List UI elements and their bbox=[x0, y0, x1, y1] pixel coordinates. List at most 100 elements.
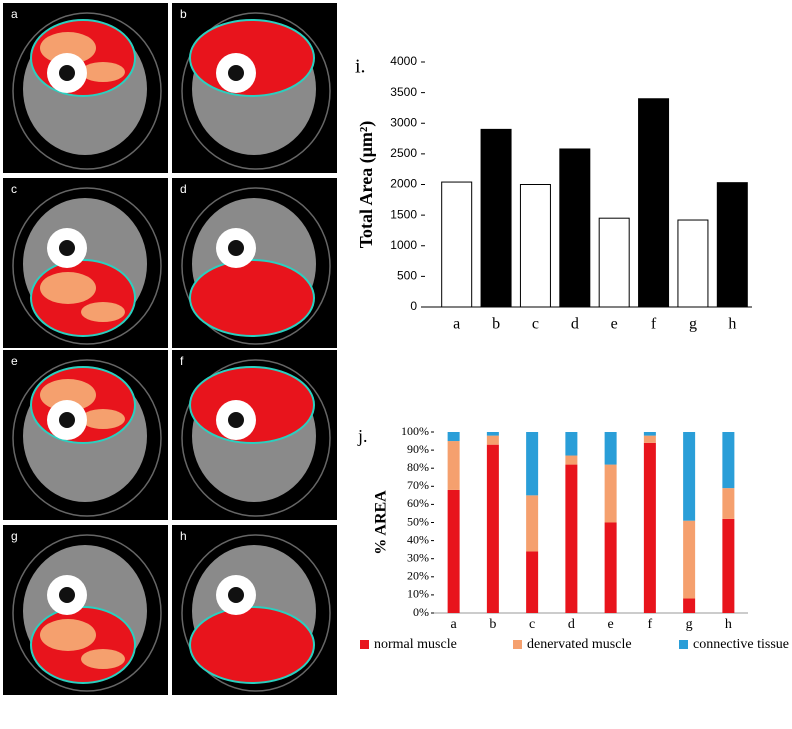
denervated-region bbox=[81, 302, 125, 322]
x-tick-label: d bbox=[571, 316, 579, 333]
x-tick-label: a bbox=[453, 316, 460, 333]
y-tick-label: 90% bbox=[407, 442, 429, 456]
bar-segment bbox=[447, 432, 460, 442]
bar-segment bbox=[604, 522, 617, 613]
x-tick-label: d bbox=[568, 617, 575, 632]
bar-segment bbox=[604, 464, 617, 523]
bar-segment bbox=[447, 441, 460, 490]
bar-segment bbox=[604, 432, 617, 465]
leg-outline bbox=[12, 534, 162, 692]
y-tick-label: 500 bbox=[397, 269, 417, 283]
bar-segment bbox=[526, 432, 539, 496]
marrow bbox=[59, 587, 75, 603]
y-tick-label: 20% bbox=[407, 569, 429, 583]
bar bbox=[677, 219, 709, 308]
panel-label: a bbox=[11, 7, 18, 21]
x-tick-label: a bbox=[451, 617, 458, 632]
panel-label: b bbox=[180, 7, 187, 21]
denervated-region bbox=[81, 409, 125, 429]
panel-label: c bbox=[11, 182, 17, 196]
x-tick-label: f bbox=[648, 617, 653, 632]
y-tick-label: 70% bbox=[407, 478, 429, 492]
legend-swatch bbox=[513, 640, 522, 649]
bar bbox=[519, 184, 551, 308]
marrow bbox=[59, 65, 75, 81]
panel-label: d bbox=[180, 182, 187, 196]
bar-segment bbox=[722, 518, 735, 613]
bar-segment bbox=[643, 435, 656, 443]
bar-segment bbox=[643, 442, 656, 613]
bar-segment bbox=[683, 520, 696, 599]
y-tick-label: 2000 bbox=[390, 177, 417, 191]
marrow bbox=[228, 412, 244, 428]
muscle-region bbox=[189, 606, 315, 684]
bar bbox=[598, 217, 630, 308]
y-tick-label: 30% bbox=[407, 550, 429, 564]
x-tick-label: c bbox=[529, 617, 535, 632]
y-axis-label: % AREA bbox=[373, 490, 390, 555]
bar-segment bbox=[565, 432, 578, 456]
y-tick-label: 4000 bbox=[390, 54, 417, 68]
x-tick-label: g bbox=[686, 617, 693, 632]
denervated-region bbox=[40, 379, 96, 411]
bar bbox=[716, 182, 748, 308]
muscle-region bbox=[189, 259, 315, 337]
y-tick-label: 1000 bbox=[390, 238, 417, 252]
bar-segment bbox=[526, 495, 539, 552]
marrow bbox=[59, 240, 75, 256]
chart-title: j. bbox=[357, 426, 368, 446]
bar-segment bbox=[447, 489, 460, 613]
denervated-region bbox=[40, 619, 96, 651]
y-tick-label: 0 bbox=[410, 299, 417, 313]
bar-segment bbox=[683, 598, 696, 613]
bar-segment bbox=[486, 435, 499, 445]
bar bbox=[638, 98, 670, 308]
y-tick-label: 40% bbox=[407, 532, 429, 546]
bar-segment bbox=[683, 432, 696, 521]
leg-outline bbox=[181, 187, 331, 345]
marrow bbox=[228, 65, 244, 81]
y-tick-label: 60% bbox=[407, 496, 429, 510]
y-tick-label: 3500 bbox=[390, 85, 417, 99]
y-tick-label: 0% bbox=[413, 605, 429, 619]
leg-outline bbox=[12, 12, 162, 170]
denervated-region bbox=[40, 32, 96, 64]
bar-segment bbox=[486, 444, 499, 613]
bar bbox=[559, 148, 591, 308]
legend-label: denervated muscle bbox=[527, 637, 632, 652]
legend-swatch bbox=[679, 640, 688, 649]
panel-label: e bbox=[11, 354, 18, 368]
x-tick-label: c bbox=[532, 316, 539, 333]
x-tick-label: h bbox=[728, 316, 736, 333]
leg-outline bbox=[181, 359, 331, 517]
leg-outline bbox=[181, 12, 331, 170]
bar bbox=[441, 181, 473, 308]
bar-segment bbox=[486, 432, 499, 436]
bar-segment bbox=[526, 551, 539, 613]
y-tick-label: 80% bbox=[407, 460, 429, 474]
leg-outline bbox=[181, 534, 331, 692]
y-axis-label: Total Area (μm²) bbox=[356, 121, 377, 249]
legend-label: normal muscle bbox=[374, 637, 457, 652]
legend-label: connective tissue bbox=[693, 637, 789, 652]
y-tick-label: 100% bbox=[401, 424, 429, 438]
leg-outline bbox=[12, 187, 162, 345]
marrow bbox=[228, 240, 244, 256]
bar-segment bbox=[722, 488, 735, 519]
x-tick-label: h bbox=[725, 617, 732, 632]
y-tick-label: 10% bbox=[407, 587, 429, 601]
x-tick-label: g bbox=[689, 316, 697, 333]
x-tick-label: e bbox=[611, 316, 618, 333]
panel-label: f bbox=[180, 354, 184, 368]
chart-title: i. bbox=[355, 56, 366, 78]
denervated-region bbox=[81, 62, 125, 82]
y-tick-label: 1500 bbox=[390, 207, 417, 221]
y-tick-label: 3000 bbox=[390, 115, 417, 129]
legend-swatch bbox=[360, 640, 369, 649]
denervated-region bbox=[81, 649, 125, 669]
marrow bbox=[228, 587, 244, 603]
bar-segment bbox=[565, 455, 578, 465]
x-tick-label: b bbox=[489, 617, 496, 632]
x-tick-label: b bbox=[492, 316, 500, 333]
